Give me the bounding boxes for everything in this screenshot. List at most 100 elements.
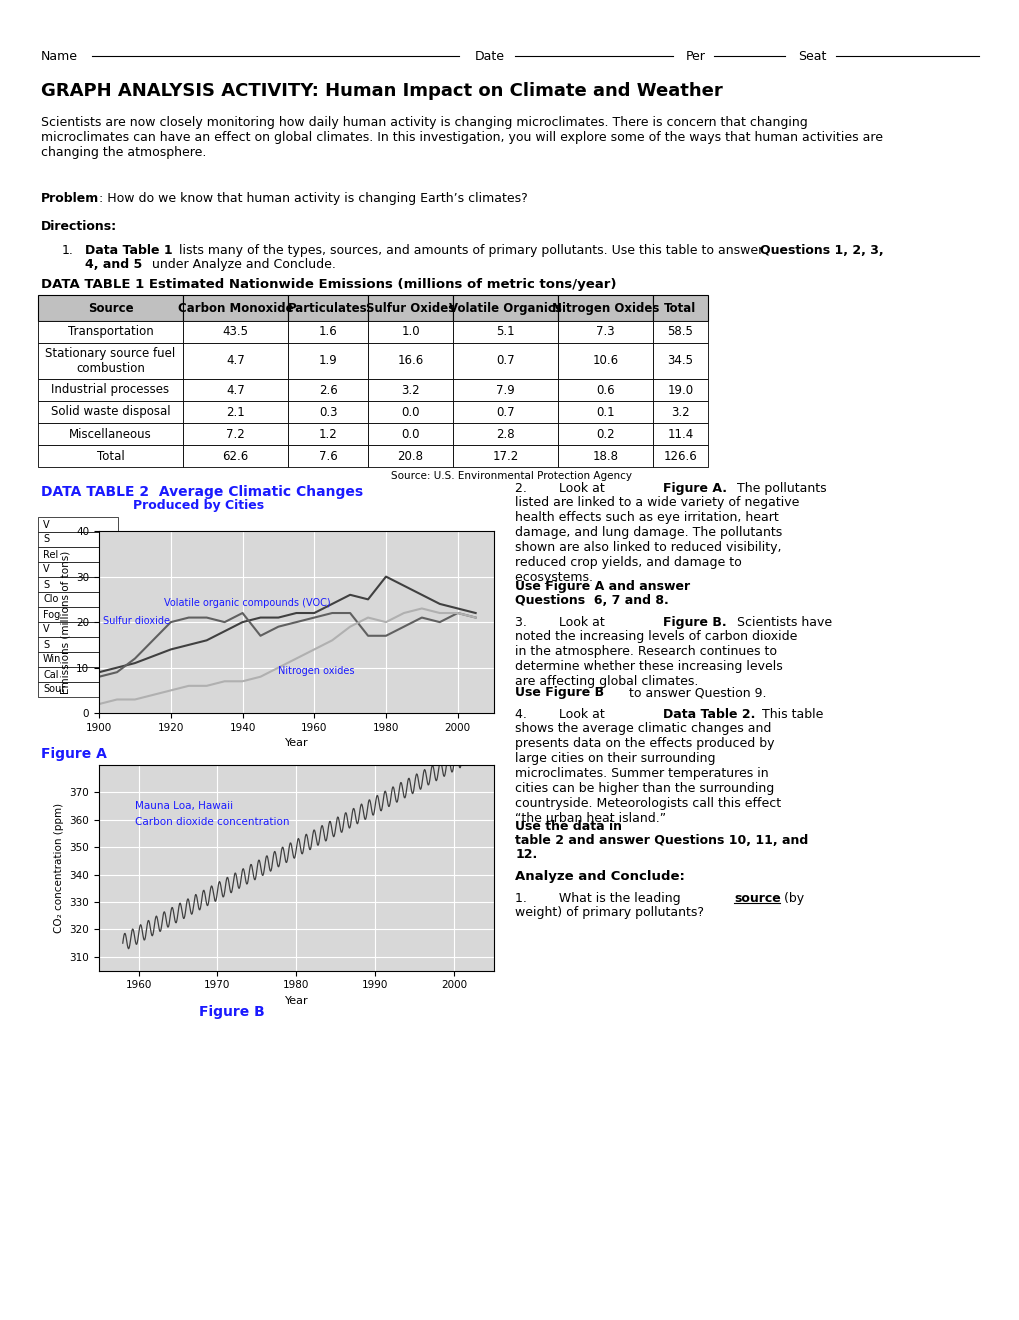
Text: This table: This table <box>757 708 822 721</box>
Text: Stationary source fuel
combustion: Stationary source fuel combustion <box>45 347 175 375</box>
Text: Industrial processes: Industrial processes <box>51 384 169 396</box>
Text: Questions  6, 7 and 8.: Questions 6, 7 and 8. <box>515 594 668 607</box>
Text: 18.8: 18.8 <box>592 450 618 462</box>
Text: 1.6: 1.6 <box>318 326 337 338</box>
Bar <box>652 401 707 422</box>
Text: The pollutants: The pollutants <box>733 482 826 495</box>
Bar <box>452 401 557 422</box>
Text: 1.        What is the leading: 1. What is the leading <box>515 892 684 906</box>
Bar <box>182 401 287 422</box>
Text: Fog: Fog <box>43 610 60 619</box>
Text: 3.2: 3.2 <box>400 384 420 396</box>
Text: Use the data in: Use the data in <box>515 820 622 833</box>
Bar <box>557 379 652 401</box>
Bar <box>38 682 118 697</box>
Text: 58.5: 58.5 <box>666 326 693 338</box>
Text: V: V <box>43 520 50 529</box>
Text: 20.8: 20.8 <box>397 450 423 462</box>
Bar <box>557 422 652 445</box>
Text: 0.7: 0.7 <box>495 405 515 418</box>
Text: Per: Per <box>685 50 704 63</box>
Bar <box>38 652 118 667</box>
Bar <box>287 445 368 467</box>
Text: Sulfur dioxide: Sulfur dioxide <box>103 616 169 627</box>
Text: GRAPH ANALYSIS ACTIVITY: Human Impact on Climate and Weather: GRAPH ANALYSIS ACTIVITY: Human Impact on… <box>41 82 721 100</box>
Bar <box>452 422 557 445</box>
Bar <box>182 343 287 379</box>
Text: to answer Question 9.: to answer Question 9. <box>625 686 766 700</box>
Text: Cal: Cal <box>43 669 58 680</box>
Bar <box>652 321 707 343</box>
Text: Figure A.: Figure A. <box>662 482 727 495</box>
Text: table 2 and answer Questions 10, 11, and: table 2 and answer Questions 10, 11, and <box>515 834 808 847</box>
Bar <box>652 343 707 379</box>
Text: Solid waste disposal: Solid waste disposal <box>51 405 170 418</box>
Bar <box>182 321 287 343</box>
Text: noted the increasing levels of carbon dioxide
in the atmosphere. Research contin: noted the increasing levels of carbon di… <box>515 630 797 688</box>
Bar <box>38 401 182 422</box>
Text: 0.2: 0.2 <box>595 428 614 441</box>
Bar <box>38 622 118 638</box>
Text: 4.7: 4.7 <box>226 384 245 396</box>
Bar <box>38 379 182 401</box>
Text: 1.: 1. <box>61 244 73 257</box>
Bar <box>452 343 557 379</box>
Text: V: V <box>43 624 50 635</box>
Text: Nitrogen Oxides: Nitrogen Oxides <box>551 301 658 314</box>
Text: Volatile organic compounds (VOC): Volatile organic compounds (VOC) <box>163 598 330 609</box>
Bar <box>452 321 557 343</box>
Text: 12.: 12. <box>515 847 537 861</box>
Text: 16.6: 16.6 <box>397 355 423 367</box>
Bar <box>38 638 118 652</box>
Text: 5.1: 5.1 <box>495 326 515 338</box>
Text: Figure B.: Figure B. <box>662 616 726 630</box>
Bar <box>368 379 452 401</box>
Text: 0.0: 0.0 <box>400 428 420 441</box>
Text: 126.6: 126.6 <box>663 450 697 462</box>
Text: Particulates: Particulates <box>288 301 368 314</box>
Text: 7.6: 7.6 <box>318 450 337 462</box>
Text: 0.7: 0.7 <box>495 355 515 367</box>
Bar <box>38 517 118 532</box>
Bar <box>557 343 652 379</box>
Text: 11.4: 11.4 <box>666 428 693 441</box>
Bar <box>368 343 452 379</box>
Text: 1.0: 1.0 <box>400 326 420 338</box>
Text: Figure A: Figure A <box>41 747 107 762</box>
Text: listed are linked to a wide variety of negative
health effects such as eye irrit: listed are linked to a wide variety of n… <box>515 496 799 583</box>
Bar <box>452 445 557 467</box>
Text: 7.3: 7.3 <box>595 326 614 338</box>
Text: DATA TABLE 1 Estimated Nationwide Emissions (millions of metric tons/year): DATA TABLE 1 Estimated Nationwide Emissi… <box>41 279 615 290</box>
Text: Nitrogen oxides: Nitrogen oxides <box>278 667 355 676</box>
Text: S: S <box>43 579 49 590</box>
Text: 0.1: 0.1 <box>595 405 614 418</box>
Text: shows the average climatic changes and
presents data on the effects produced by
: shows the average climatic changes and p… <box>515 722 781 825</box>
Bar <box>368 401 452 422</box>
Text: 2.        Look at: 2. Look at <box>515 482 608 495</box>
Text: Carbon Monoxide: Carbon Monoxide <box>177 301 293 314</box>
Text: Scientists are now closely monitoring how daily human activity is changing micro: Scientists are now closely monitoring ho… <box>41 116 881 158</box>
Bar <box>368 445 452 467</box>
Text: Analyze and Conclude:: Analyze and Conclude: <box>515 870 685 883</box>
Bar <box>368 422 452 445</box>
Bar <box>38 562 118 577</box>
Bar <box>38 577 118 591</box>
Text: Total: Total <box>97 450 124 462</box>
Text: Seat: Seat <box>797 50 825 63</box>
Text: V: V <box>43 565 50 574</box>
Bar <box>38 667 118 682</box>
Y-axis label: CO₂ concentration (ppm): CO₂ concentration (ppm) <box>54 803 64 933</box>
Y-axis label: Emissions (millions of tons): Emissions (millions of tons) <box>61 550 70 694</box>
Text: 1.9: 1.9 <box>318 355 337 367</box>
Bar <box>557 445 652 467</box>
Text: S: S <box>43 639 49 649</box>
Text: 34.5: 34.5 <box>666 355 693 367</box>
Text: 2.8: 2.8 <box>495 428 515 441</box>
Bar <box>368 294 452 321</box>
Text: 0.6: 0.6 <box>595 384 614 396</box>
Bar <box>182 422 287 445</box>
Bar <box>287 379 368 401</box>
Text: Directions:: Directions: <box>41 220 117 234</box>
Text: Source: Source <box>88 301 133 314</box>
Bar <box>557 321 652 343</box>
